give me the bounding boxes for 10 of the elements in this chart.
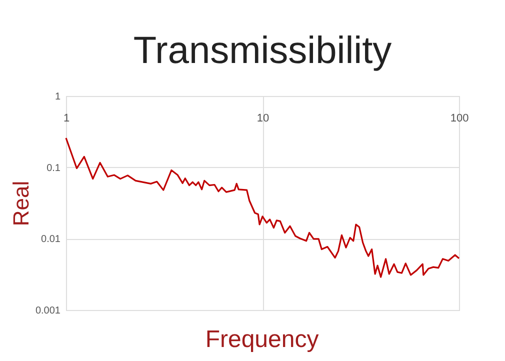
y-tick-label: 0.1 [46,162,61,174]
y-axis-title: Real [8,180,34,226]
y-tick-label: 0.01 [41,234,61,246]
x-tick-label: 1 [63,112,70,124]
chart-title: Transmissibility [133,30,392,72]
y-tick-label: 0.001 [35,306,61,316]
y-tick-label: 1 [54,92,61,102]
x-tick-label: 10 [256,112,270,124]
x-tick-label: 100 [450,112,469,124]
x-axis-title: Frequency [205,326,319,353]
